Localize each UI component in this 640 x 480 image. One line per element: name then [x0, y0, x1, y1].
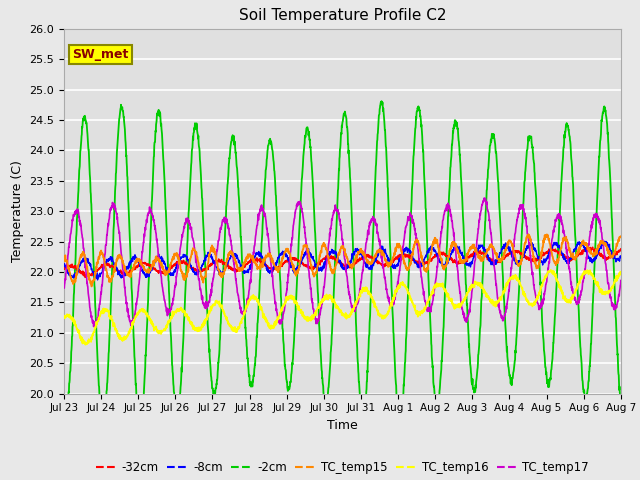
Y-axis label: Temperature (C): Temperature (C) [11, 160, 24, 262]
Title: Soil Temperature Profile C2: Soil Temperature Profile C2 [239, 9, 446, 24]
Text: SW_met: SW_met [72, 48, 129, 61]
X-axis label: Time: Time [327, 419, 358, 432]
Legend: -32cm, -8cm, -2cm, TC_temp15, TC_temp16, TC_temp17: -32cm, -8cm, -2cm, TC_temp15, TC_temp16,… [91, 456, 594, 479]
